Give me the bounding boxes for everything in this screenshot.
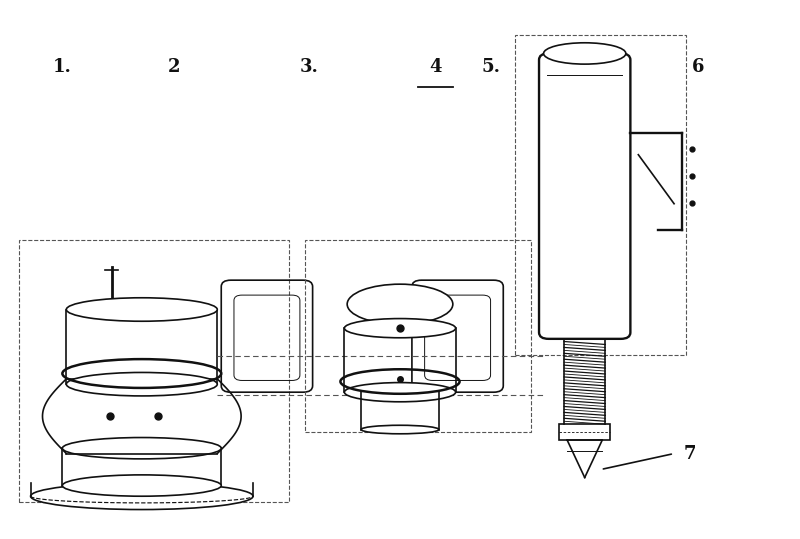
Ellipse shape [62, 475, 222, 496]
Ellipse shape [66, 298, 218, 321]
Text: 5.: 5. [482, 58, 501, 76]
Text: 4: 4 [430, 58, 442, 76]
Bar [559, 424, 610, 440]
Bar [18, 240, 289, 502]
Text: 3.: 3. [299, 58, 318, 76]
Ellipse shape [30, 483, 253, 509]
Ellipse shape [543, 43, 626, 64]
Ellipse shape [344, 319, 456, 338]
Ellipse shape [62, 438, 222, 459]
Ellipse shape [344, 383, 456, 402]
Bar [515, 35, 686, 355]
Text: 1.: 1. [53, 58, 72, 76]
Bar [305, 240, 531, 432]
Ellipse shape [347, 284, 453, 324]
Text: 6: 6 [692, 58, 704, 76]
Ellipse shape [361, 425, 439, 434]
Text: 7: 7 [684, 445, 696, 462]
Ellipse shape [66, 372, 218, 396]
Text: 2: 2 [167, 58, 180, 76]
